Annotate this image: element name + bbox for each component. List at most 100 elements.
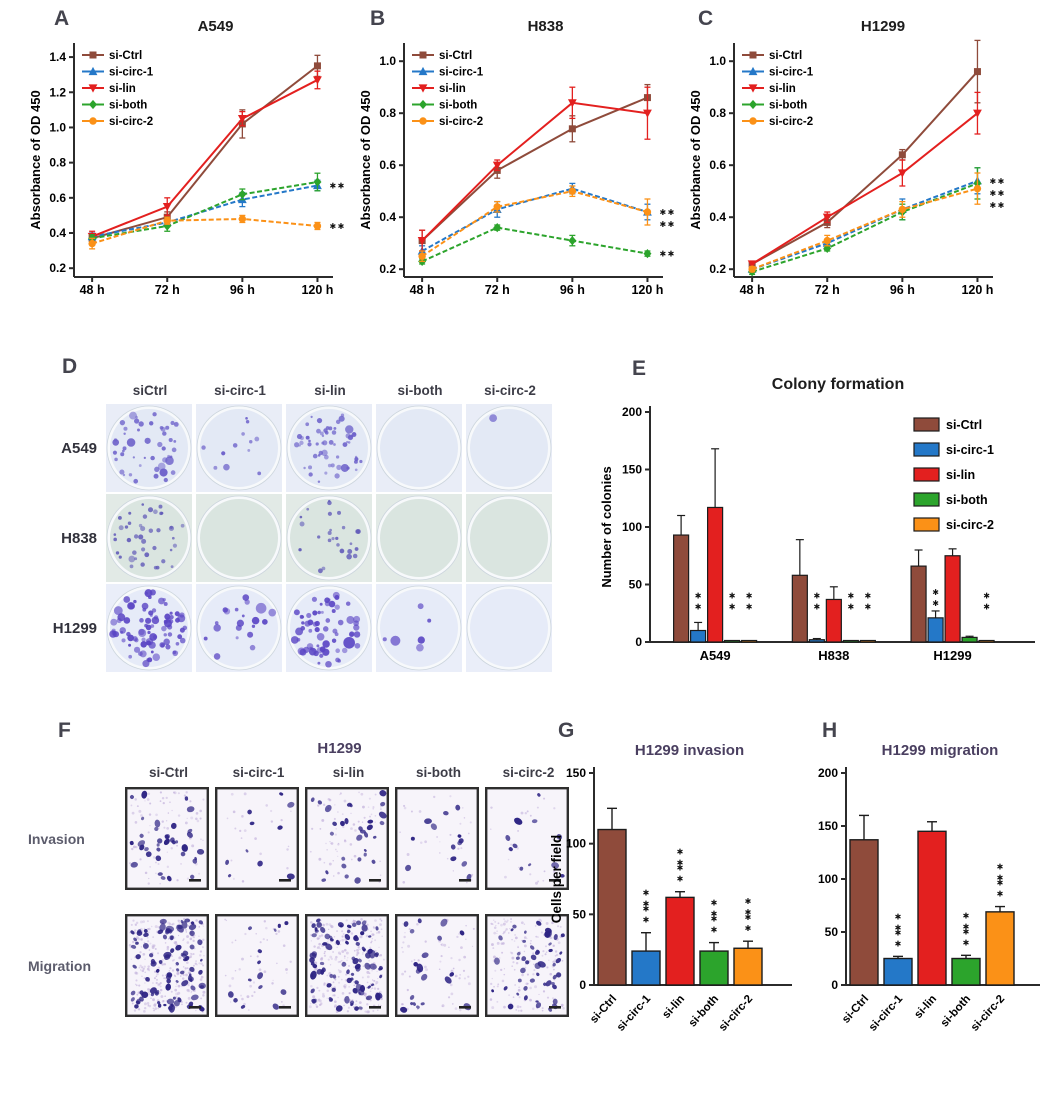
svg-text:si-both: si-both [439,100,477,112]
series-si-both [88,172,322,243]
svg-text:50: 50 [573,907,587,921]
svg-text:si-circ-1: si-circ-1 [109,67,154,79]
svg-text:0.8: 0.8 [379,106,396,120]
svg-text:✱: ✱ [729,602,736,611]
transwell-col-label-si-circ-2: si-circ-2 [502,765,555,780]
svg-text:si-both: si-both [939,993,974,1030]
transwell-invasion-row: Invasion [28,787,569,890]
bar-H1299-si-lin [944,555,961,643]
svg-text:A549: A549 [700,648,731,663]
bar-H838-si-circ-1 [808,639,825,643]
bar-H1299-si-circ-1 [927,617,944,643]
legend: si-Ctrl si-circ-1 si-lin si-both si-circ-2 [742,50,814,128]
micrograph-image [125,914,209,1017]
svg-text:✱: ✱ [847,591,854,600]
svg-text:1.4: 1.4 [49,50,66,64]
transwell-col-label-si-both: si-both [416,765,461,780]
panel-h-letter: H [822,719,838,742]
svg-text:200: 200 [818,766,838,780]
svg-text:si-both: si-both [109,100,147,112]
svg-text:si-circ-2: si-circ-2 [769,116,813,128]
micrograph-Invasion-si-circ-1 [215,787,299,890]
panel-g-title: H1299 invasion [634,742,745,759]
svg-text:✱: ✱ [711,910,718,919]
dish-row-label-A549: A549 [61,439,97,457]
svg-text:✱: ✱ [932,599,939,608]
bar-si-circ-1 [631,950,661,986]
series-si-lin [417,86,652,252]
svg-text:120 h: 120 h [961,283,993,297]
h838-proliferation-chart: 0.2 0.4 0.6 0.8 1.0 48 h 72 h 96 h 120 h Absorban… [358,43,675,297]
bar-A549-si-lin [707,506,724,643]
svg-text:si-Ctrl: si-Ctrl [946,418,982,432]
bar-A549-si-circ-1 [690,629,707,643]
transwell-grid: si-Ctrl si-circ-1 si-lin si-both si-circ-2 I… [28,763,569,1017]
svg-text:✱: ✱ [813,591,820,600]
svg-text:Absorbance of OD 450: Absorbance of OD 450 [688,90,703,229]
dish-col-label-si-circ-2: si-circ-2 [484,383,536,398]
colony-dish-A549-si-lin [286,404,372,492]
panel-d-letter: D [62,355,78,378]
bar-si-circ-1 [883,957,913,986]
svg-text:✱: ✱ [745,913,752,922]
svg-text:120 h: 120 h [631,283,663,297]
svg-text:si-Ctrl: si-Ctrl [109,50,142,62]
svg-text:0.8: 0.8 [49,156,66,170]
bar-si-lin [917,830,947,986]
svg-text:Cells per field: Cells per field [549,835,564,924]
panel-a: A A549 0.2 0.4 0.6 0.8 1.0 1.2 1.4 48 h 72 h 96 h… [28,6,363,308]
micrograph-image [485,787,569,890]
bar-H1299-si-circ-2 [978,639,995,643]
svg-text:Absorbance of OD 450: Absorbance of OD 450 [358,90,373,229]
svg-text:Absorbance of OD 450: Absorbance of OD 450 [28,90,43,229]
svg-text:1.2: 1.2 [49,85,66,99]
svg-text:H838: H838 [818,648,849,663]
svg-text:100: 100 [818,872,838,886]
colony-dish-grid: siCtrl si-circ-1 si-lin si-both si-circ-2 A54… [40,380,566,672]
svg-text:si-circ-1: si-circ-1 [867,993,906,1034]
svg-text:✱✱: ✱✱ [659,208,675,217]
svg-text:✱: ✱ [813,602,820,611]
svg-text:si-lin: si-lin [769,83,796,95]
svg-text:✱: ✱ [932,588,939,597]
panel-c: C H1299 0.2 0.4 0.6 0.8 1.0 48 h 72 h 96 h 120 h… [688,6,1038,308]
svg-text:si-circ-1: si-circ-1 [946,443,994,457]
panel-d: D siCtrl si-circ-1 si-lin si-both si-circ-2 A… [36,350,566,672]
bar-si-circ-2 [733,947,763,986]
dish-image [466,404,552,492]
svg-text:si-both: si-both [769,100,807,112]
panel-f: F H1299 si-Ctrl si-circ-1 si-lin si-both si-… [28,712,569,1017]
svg-text:48 h: 48 h [740,283,765,297]
svg-text:96 h: 96 h [560,283,585,297]
svg-text:si-circ-1: si-circ-1 [615,993,654,1034]
svg-text:50: 50 [825,925,839,939]
svg-text:✱: ✱ [695,591,702,600]
transwell-col-label-si-circ-1: si-circ-1 [232,765,285,780]
dish-image [376,404,462,492]
colony-dish-H1299-si-lin [286,584,372,672]
axes [399,43,663,282]
svg-text:0: 0 [831,978,838,992]
dish-grid-corner [40,380,104,402]
svg-text:✱: ✱ [677,864,684,873]
axes [69,43,333,282]
h1299-proliferation-chart: 0.2 0.4 0.6 0.8 1.0 48 h 72 h 96 h 120 h Absorban… [688,39,1004,297]
panel-c-letter: C [698,7,714,30]
panel-b-title: H838 [527,18,564,35]
bar-H1299-si-both [961,636,978,643]
panel-h: H H1299 migration 0 50 100 150 200 si-Ctrl ✱ ✱ ✱… [806,712,1050,1094]
panel-a-letter: A [54,7,70,30]
axes [729,43,993,282]
panel-b: B H838 0.2 0.4 0.6 0.8 1.0 48 h 72 h 96 h 120 h A… [358,6,693,308]
colony-dish-H1299-si-circ-1 [196,584,282,672]
panel-e-letter: E [632,357,647,380]
svg-text:150: 150 [818,819,838,833]
svg-text:✱: ✱ [643,900,650,909]
micrograph-Invasion-si-circ-2 [485,787,569,890]
micrograph-Invasion-si-both [395,787,479,890]
svg-text:0.4: 0.4 [49,226,66,240]
colony-dish-H1299-si-circ-2 [466,584,552,672]
dish-image [196,494,282,582]
